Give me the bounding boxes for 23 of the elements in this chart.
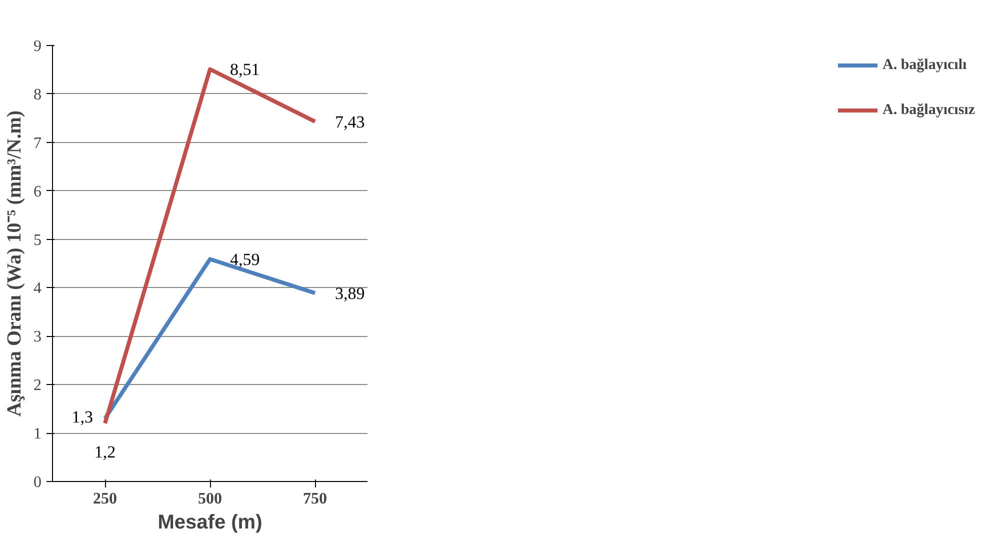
x-tick-label: 250 (93, 490, 117, 508)
y-tick-label: 4 (34, 280, 42, 298)
y-tick-label: 0 (34, 474, 42, 491)
data-label: 7,43 (335, 112, 365, 132)
data-label: 4,59 (230, 250, 260, 270)
y-tick-label: 3 (34, 328, 42, 346)
x-tick-label: 750 (303, 490, 327, 508)
y-axis-title: Aşınma Oranı (Wa) 10⁻⁵ (mm³/N.m) (4, 110, 26, 417)
y-tick-label: 2 (34, 377, 42, 394)
x-tick-label: 500 (198, 490, 222, 508)
legend-label: A. bağlayıcısız (882, 102, 975, 118)
y-tick-label: 9 (34, 38, 42, 55)
data-label: 1,2 (94, 442, 116, 462)
data-label: 8,51 (230, 60, 260, 80)
y-tick-label: 1 (34, 426, 42, 443)
y-tick-label: 8 (34, 86, 42, 104)
y-tick-label: 5 (34, 232, 42, 249)
x-axis-title: Mesafe (m) (158, 512, 262, 534)
legend-label: A. bağlayıcılı (882, 56, 967, 74)
y-tick-label: 6 (34, 183, 42, 200)
y-tick-label: 7 (34, 134, 42, 152)
data-label: 1,3 (72, 408, 93, 427)
data-label: 3,89 (335, 284, 365, 304)
